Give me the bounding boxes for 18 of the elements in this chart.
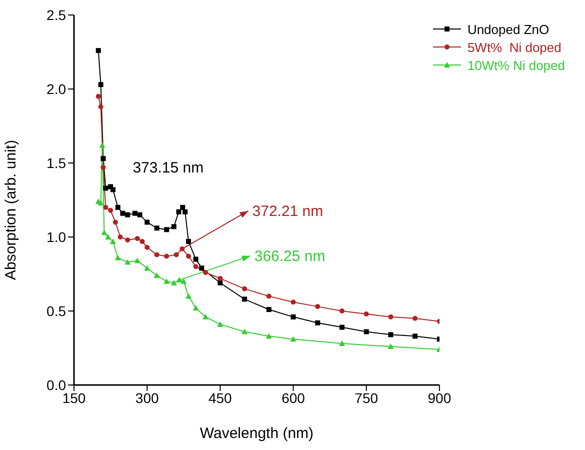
x-tick-label: 750 [354,390,378,406]
y-tick-label: 2.0 [46,80,66,97]
y-tick-label: 1.0 [46,228,66,245]
annotation: 373.15 nm [132,159,204,176]
x-tick-label: 900 [428,390,452,406]
y-tick-label: 0.5 [46,302,66,319]
annotation: 372.21 nm [252,202,324,220]
x-tick-label: 450 [208,390,232,406]
x-tick-label: 600 [282,390,306,406]
y-tick-label: 2.5 [46,6,66,23]
x-tick-label: 300 [135,390,159,406]
annotation: 366.25 nm [254,248,326,265]
legend-label: 10Wt% Ni doped [467,58,565,72]
y-axis-title: Absorption (arb. unit) [2,140,20,280]
legend-label: Undoped ZnO [467,22,550,36]
legend-label: 5Wt% Ni doped [467,40,562,54]
x-axis-title: Wavelength (nm) [200,425,314,442]
y-tick-label: 1.5 [46,154,66,171]
